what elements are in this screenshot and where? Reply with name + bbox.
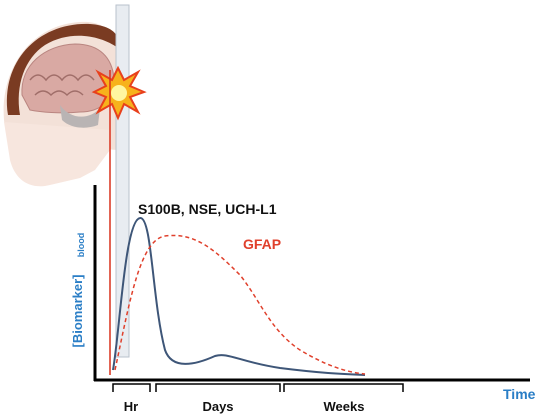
head-illustration — [3, 21, 118, 187]
y-axis-subscript: blood — [76, 233, 86, 258]
gfap-label: GFAP — [243, 236, 281, 252]
x-axis-label: Time — [503, 386, 536, 402]
bracket — [283, 383, 404, 392]
early-markers-label: S100B, NSE, UCH-L1 — [138, 201, 277, 217]
impact-core — [111, 85, 127, 101]
gfap-curve — [114, 234, 366, 375]
bracket — [112, 383, 151, 392]
phase-label: Hr — [124, 399, 138, 414]
early-curve — [112, 217, 366, 376]
y-axis-label: [Biomarker] — [70, 275, 85, 348]
phase-label: Weeks — [324, 399, 365, 414]
bracket — [155, 383, 281, 392]
glass-panel — [115, 4, 130, 358]
phase-label: Days — [202, 399, 233, 414]
